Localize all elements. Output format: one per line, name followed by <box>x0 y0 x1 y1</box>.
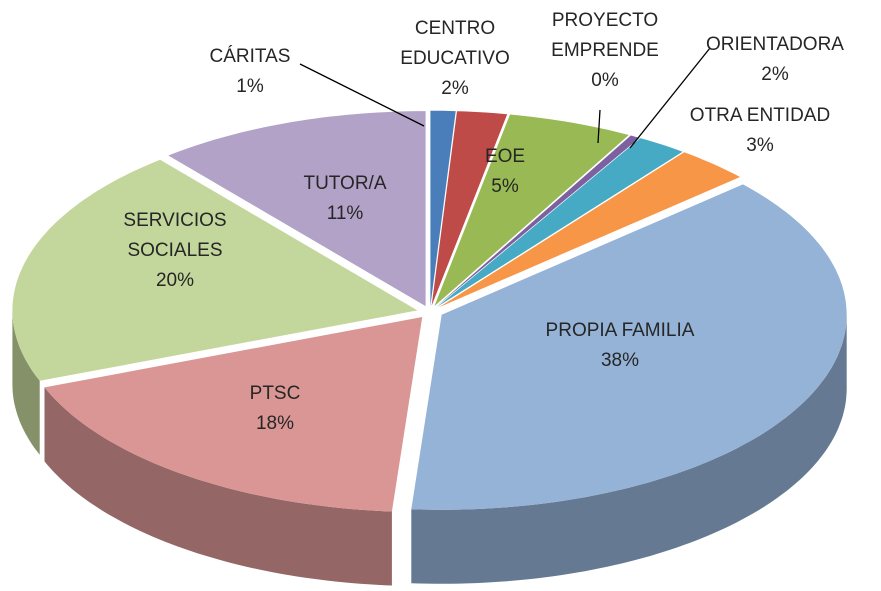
slice-label: PROYECTO EMPRENDE 0% <box>485 6 725 96</box>
slice-label: CENTRO EDUCATIVO 2% <box>335 14 575 104</box>
slice-label: EOE 5% <box>385 142 625 202</box>
slice <box>438 152 740 308</box>
slice-side <box>44 387 392 586</box>
value-label: 38% <box>600 350 640 371</box>
category-label: PTSC <box>249 383 301 404</box>
value-label: 1% <box>236 76 264 97</box>
value-label: 20% <box>155 270 195 291</box>
slice-tops <box>12 110 847 512</box>
category-label: OTRA ENTIDAD <box>689 105 831 126</box>
slice-side <box>12 310 40 455</box>
slice <box>431 111 508 306</box>
category-label: SERVICIOS SOCIALES <box>123 210 227 261</box>
category-label: PROYECTO EMPRENDE <box>551 10 659 61</box>
category-label: CÁRITAS <box>209 46 291 67</box>
slice-label: OTRA ENTIDAD 3% <box>640 101 880 161</box>
value-label: 18% <box>255 413 295 434</box>
slice <box>430 110 456 306</box>
value-label: 11% <box>326 203 364 224</box>
slice-label: ORIENTADORA 2% <box>655 30 881 90</box>
leader-line <box>299 63 425 127</box>
slice-label: PROPIA FAMILIA 38% <box>500 316 740 376</box>
slice-label: PTSC 18% <box>155 379 395 439</box>
leader-line <box>629 47 711 149</box>
slice-label: SERVICIOS SOCIALES 20% <box>55 206 295 296</box>
slice <box>434 114 629 307</box>
value-label: 2% <box>761 64 789 85</box>
category-label: EOE <box>484 146 526 167</box>
category-label: ORIENTADORA <box>706 34 844 55</box>
slice <box>12 159 418 381</box>
leader-line <box>597 109 601 144</box>
slice <box>411 184 847 510</box>
category-label: PROPIA FAMILIA <box>545 320 695 341</box>
slice-sides <box>12 310 847 586</box>
slice <box>168 111 426 307</box>
value-label: 2% <box>441 78 469 99</box>
slice-label: TUTOR/A 11% <box>225 169 465 229</box>
value-label: 0% <box>591 70 619 91</box>
slice <box>437 138 683 307</box>
value-label: 3% <box>746 135 774 156</box>
slice <box>44 317 423 512</box>
category-label: TUTOR/A <box>303 173 387 194</box>
slice <box>436 135 640 307</box>
category-label: CENTRO EDUCATIVO <box>400 18 510 69</box>
slice-side <box>411 314 847 584</box>
slice-label: CÁRITAS 1% <box>130 42 370 102</box>
value-label: 5% <box>491 176 519 197</box>
